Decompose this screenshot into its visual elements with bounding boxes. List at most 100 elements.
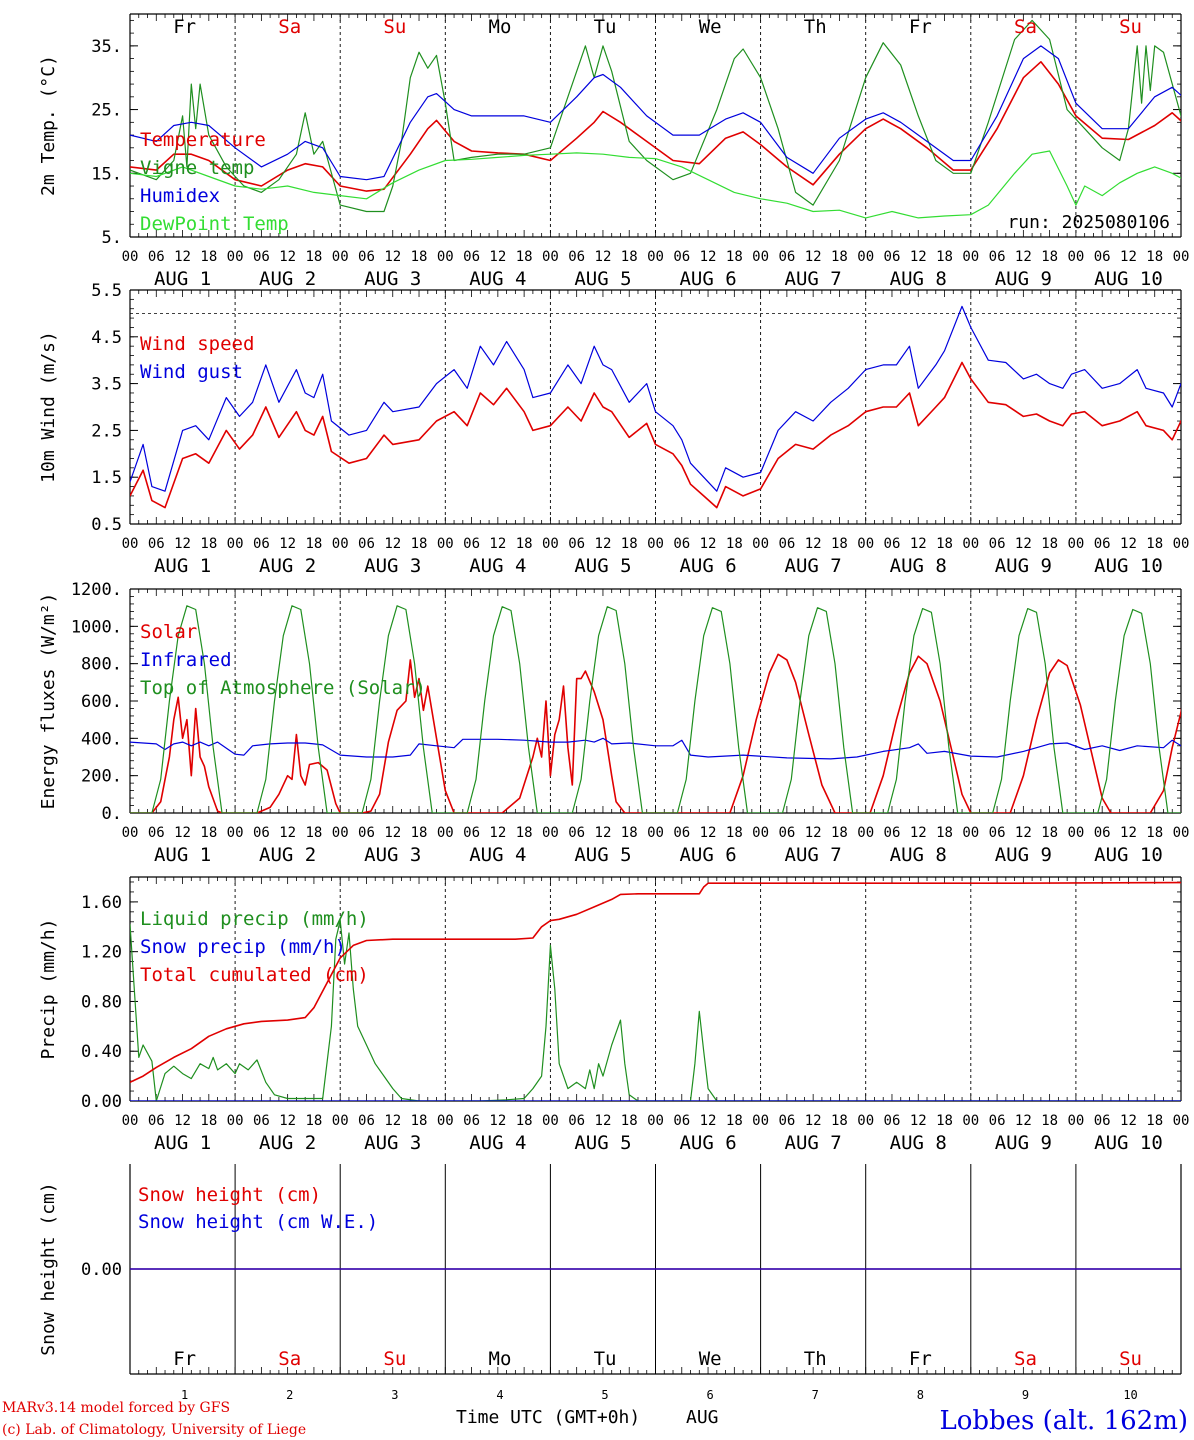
y-tick-label: 1000.	[71, 617, 122, 637]
series-line-humidex	[130, 45, 1181, 181]
weekday-label: Su	[1119, 16, 1142, 38]
date-label: AUG 4	[469, 555, 526, 577]
hour-tick-label: 06	[568, 825, 585, 841]
hour-tick-label: 06	[989, 536, 1006, 552]
hour-tick-label: 06	[884, 249, 901, 265]
hour-tick-label: 18	[1146, 536, 1163, 552]
y-axis-label: Precip (mm/h)	[38, 919, 59, 1060]
hour-tick-label: 18	[936, 249, 953, 265]
date-label: AUG 1	[154, 844, 211, 866]
date-label: AUG 7	[785, 1132, 842, 1154]
hour-tick-label: 18	[621, 536, 638, 552]
hour-tick-label: 18	[305, 825, 322, 841]
hour-tick-label: 00	[122, 536, 139, 552]
day-number-label: 10	[1123, 1388, 1137, 1402]
series-line-temperature	[130, 61, 1181, 192]
hour-tick-label: 00	[437, 825, 454, 841]
y-tick-label: 3.5	[91, 375, 122, 395]
hour-tick-label: 00	[1067, 825, 1084, 841]
hour-tick-label: 18	[516, 1113, 533, 1129]
hour-tick-label: 12	[489, 825, 506, 841]
y-tick-label: 800.	[81, 655, 122, 675]
hour-tick-label: 12	[805, 1113, 822, 1129]
hour-tick-label: 00	[332, 1113, 349, 1129]
date-label: AUG 8	[890, 555, 947, 577]
hour-tick-label: 00	[1173, 825, 1190, 841]
footer: MARv3.14 model forced by GFS (c) Lab. of…	[2, 1400, 1188, 1438]
hour-tick-label: 06	[148, 1113, 165, 1129]
hour-tick-label: 12	[1015, 1113, 1032, 1129]
hour-tick-label: 06	[358, 536, 375, 552]
y-axis-label: Energy fluxes (W/m²)	[38, 593, 59, 810]
weekday-label: Su	[1119, 1348, 1142, 1370]
day-number-label: 2	[286, 1388, 293, 1402]
date-label: AUG 7	[785, 268, 842, 290]
date-label: AUG 5	[574, 555, 631, 577]
hour-tick-label: 00	[332, 825, 349, 841]
hour-tick-label: 06	[358, 249, 375, 265]
series-line-solar	[130, 653, 1181, 813]
hour-tick-label: 12	[279, 1113, 296, 1129]
hour-tick-label: 06	[1094, 536, 1111, 552]
hour-tick-label: 12	[700, 1113, 717, 1129]
weekday-label: Tu	[594, 1348, 617, 1370]
hour-tick-label: 18	[1146, 825, 1163, 841]
weekday-label: Su	[383, 16, 406, 38]
hour-tick-label: 18	[621, 1113, 638, 1129]
y-tick-label: 1.5	[91, 468, 122, 488]
date-label: AUG 9	[995, 268, 1052, 290]
y-tick-label: 35.	[91, 37, 122, 57]
weekday-label: Fr	[173, 16, 196, 38]
hour-tick-label: 00	[647, 249, 664, 265]
hour-tick-label: 12	[279, 249, 296, 265]
weekday-label: Sa	[1014, 1348, 1037, 1370]
hour-tick-label: 12	[595, 536, 612, 552]
day-number-label: 5	[601, 1388, 608, 1402]
day-number-label: 3	[391, 1388, 398, 1402]
hour-tick-label: 18	[936, 1113, 953, 1129]
lab-credit-line: (c) Lab. of Climatology, University of L…	[2, 1422, 306, 1438]
hour-tick-label: 06	[1094, 249, 1111, 265]
panel-wind: 0.5 1.5 2.5 3.5 4.5 5.5 10m Wind (m/s) Wind spe…	[38, 281, 1189, 577]
y-tick-label: 0.40	[81, 1042, 122, 1062]
hour-tick-label: 06	[1094, 1113, 1111, 1129]
hour-tick-label: 18	[831, 825, 848, 841]
hour-tick-label: 00	[437, 1113, 454, 1129]
y-axis-label: 2m Temp. (°C)	[38, 55, 59, 196]
hour-tick-label: 18	[726, 249, 743, 265]
legend-entry: Temperature	[140, 129, 266, 151]
hour-tick-label: 06	[673, 536, 690, 552]
hour-tick-label: 18	[305, 536, 322, 552]
hour-tick-label: 00	[647, 825, 664, 841]
hour-tick-label: 06	[148, 536, 165, 552]
date-label: AUG 1	[154, 555, 211, 577]
legend-entry: Snow height (cm W.E.)	[138, 1211, 378, 1233]
hour-tick-label: 12	[489, 536, 506, 552]
hour-tick-label: 18	[1146, 1113, 1163, 1129]
hour-tick-label: 00	[227, 536, 244, 552]
day-number-label: 9	[1022, 1388, 1029, 1402]
hour-tick-label: 06	[1094, 825, 1111, 841]
hour-tick-label: 00	[857, 1113, 874, 1129]
hour-tick-label: 00	[227, 1113, 244, 1129]
hour-tick-label: 00	[962, 825, 979, 841]
hour-tick-label: 12	[384, 1113, 401, 1129]
hour-tick-label: 18	[200, 536, 217, 552]
panel-temp: 5. 15. 25. 35. 2m Temp. (°C) Temperature Vigne…	[38, 13, 1189, 290]
hour-tick-label: 00	[857, 825, 874, 841]
model-credit-line: MARv3.14 model forced by GFS	[2, 1400, 230, 1416]
y-tick-label: 0.80	[81, 992, 122, 1012]
hour-tick-label: 18	[1146, 249, 1163, 265]
hour-tick-label: 12	[1120, 1113, 1137, 1129]
date-label: AUG 10	[1094, 844, 1163, 866]
hour-tick-label: 00	[1067, 536, 1084, 552]
date-label: AUG 4	[469, 844, 526, 866]
weekday-label: We	[699, 1348, 722, 1370]
hour-tick-label: 06	[148, 825, 165, 841]
hour-tick-label: 06	[253, 536, 270, 552]
series-group	[130, 881, 1181, 1101]
date-label: AUG 3	[364, 268, 421, 290]
hour-tick-label: 06	[463, 536, 480, 552]
panel-precip: 0.00 0.40 0.80 1.20 1.60 Precip (mm/h) Liquid …	[38, 876, 1189, 1154]
